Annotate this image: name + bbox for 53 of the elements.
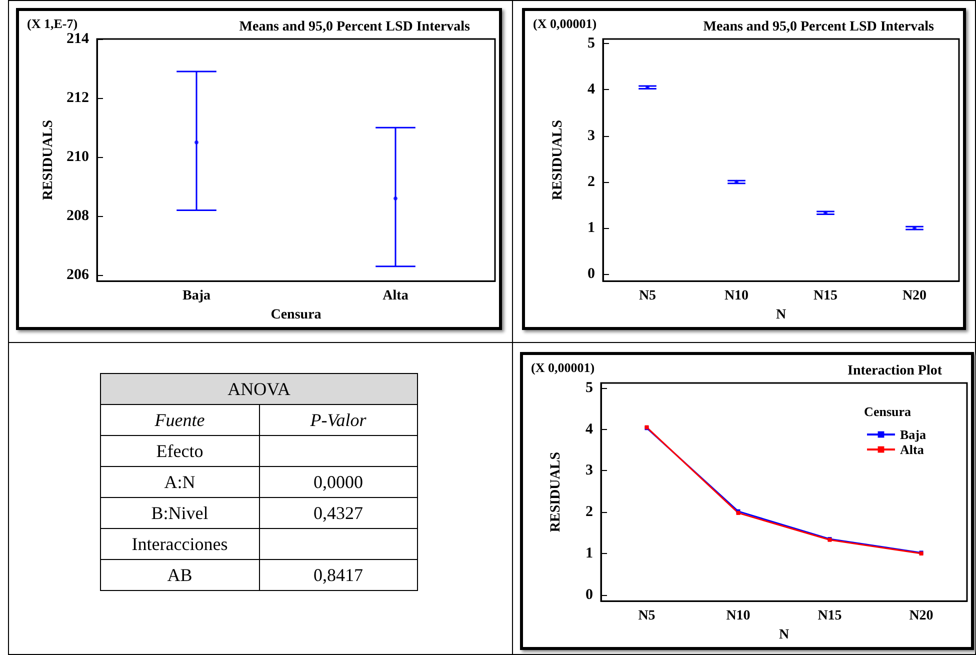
- text: (X 0,00001): [533, 16, 597, 31]
- x-tick-label: N20: [902, 288, 927, 304]
- y-tick-label: 0: [586, 586, 593, 603]
- category-label: P-Valor: [259, 404, 418, 436]
- x-tick-label: N15: [818, 608, 842, 624]
- text: (X 1,E-7): [27, 16, 78, 31]
- y-tick-label: 208: [66, 208, 89, 224]
- x-axis-title: N: [778, 628, 790, 642]
- y-tick-label: 214: [66, 31, 90, 47]
- x-tick-label: N5: [638, 288, 656, 304]
- x-tick-label: N10: [724, 288, 749, 304]
- text: 0,0000: [314, 472, 363, 492]
- y-tick-label: 1: [588, 220, 595, 236]
- y-tick-label: 3: [588, 128, 595, 144]
- text: ANOVA: [100, 374, 418, 404]
- chart-title: Interaction Plot: [848, 364, 942, 378]
- y-tick-label: 4: [588, 82, 596, 98]
- y-tick-label: 5: [586, 380, 593, 396]
- chart-title: Means and 95,0 Percent LSD Intervals: [703, 20, 935, 34]
- x-tick-label: N15: [813, 288, 838, 304]
- category-label: B:Nivel: [151, 502, 208, 522]
- y-tick-label: 3: [586, 462, 593, 479]
- y-tick-label: 212: [66, 90, 89, 106]
- category-label: Efecto: [156, 440, 204, 460]
- y-axis-title: RESIDUALS: [41, 120, 56, 200]
- text: 0,8417: [314, 564, 363, 584]
- y-axis-title: RESIDUALS: [548, 452, 564, 532]
- category-label: Fuente: [100, 404, 259, 436]
- y-tick-label: 2: [586, 504, 593, 520]
- text: 0,4327: [314, 502, 363, 522]
- x-axis-title: N: [776, 308, 786, 322]
- y-tick-label: 1: [586, 546, 593, 562]
- y-tick-label: 0: [588, 266, 595, 282]
- x-tick-label: Baja: [182, 288, 210, 304]
- legend-label: Baja: [900, 427, 926, 442]
- y-tick-label: 2: [588, 174, 595, 190]
- x-tick-label: N5: [638, 608, 656, 624]
- chart-title: Means and 95,0 Percent LSD Intervals: [239, 20, 471, 34]
- y-tick-label: 206: [66, 267, 90, 284]
- y-tick-label: 4: [586, 421, 594, 438]
- x-tick-label: N10: [726, 608, 750, 624]
- legend-title: Censura: [864, 404, 912, 419]
- category-label: A:N: [164, 472, 196, 492]
- text: (X 0,00001): [531, 360, 595, 375]
- legend-label: Alta: [900, 442, 924, 457]
- y-axis-title: RESIDUALS: [550, 120, 566, 200]
- category-label: Interacciones: [132, 534, 228, 554]
- y-tick-label: 5: [588, 36, 595, 52]
- x-tick-label: Alta: [382, 288, 408, 304]
- category-label: AB: [167, 564, 192, 584]
- x-tick-label: N20: [909, 608, 934, 624]
- y-tick-label: 210: [66, 149, 89, 166]
- x-axis-title: Censura: [270, 308, 322, 322]
